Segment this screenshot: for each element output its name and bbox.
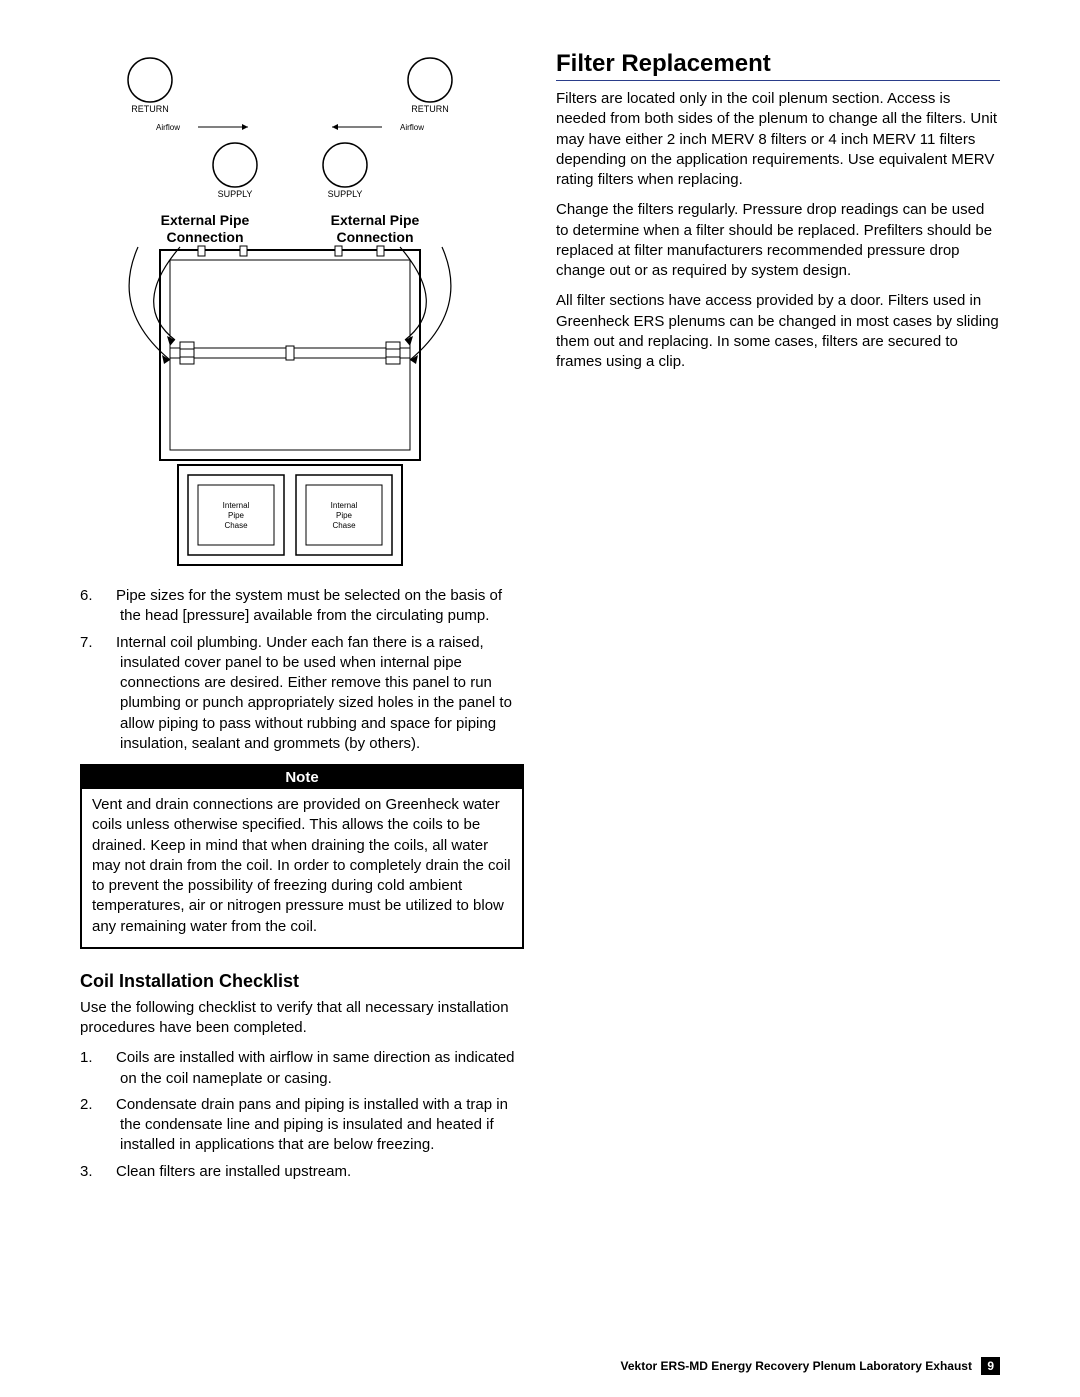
cl1-num: 1. [100, 1048, 116, 1068]
cl1-text: Coils are installed with airflow in same… [116, 1049, 515, 1086]
item6-text: Pipe sizes for the system must be select… [116, 587, 502, 624]
ipc-r3: Chase [332, 521, 356, 530]
note-body: Vent and drain connections are provided … [82, 789, 522, 947]
page-footer: Vektor ERS-MD Energy Recovery Plenum Lab… [621, 1357, 1000, 1375]
cl3-text: Clean filters are installed upstream. [116, 1163, 351, 1180]
list-item: 7.Internal coil plumbing. Under each fan… [100, 633, 524, 755]
footer-text: Vektor ERS-MD Energy Recovery Plenum Lab… [621, 1359, 972, 1373]
airflow-right: Airflow [400, 123, 424, 132]
ext-pipe-right-1: External Pipe [331, 212, 420, 228]
ext-pipe-left-2: Connection [167, 229, 244, 245]
checklist-title: Coil Installation Checklist [80, 971, 524, 992]
cl3-num: 3. [100, 1162, 116, 1182]
ext-pipe-right-2: Connection [337, 229, 414, 245]
return-label-right: RETURN [411, 104, 449, 114]
list-item: 6.Pipe sizes for the system must be sele… [100, 586, 524, 627]
left-column: RETURN RETURN Airflow Airflow SUPPLY SUP… [80, 50, 524, 1188]
supply-label-right: SUPPLY [328, 189, 363, 199]
airflow-left: Airflow [156, 123, 180, 132]
checklist-list: 1.Coils are installed with airflow in sa… [80, 1048, 524, 1182]
supply-label-left: SUPPLY [218, 189, 253, 199]
list-item: 3.Clean filters are installed upstream. [100, 1162, 524, 1182]
item7-text: Internal coil plumbing. Under each fan t… [116, 634, 512, 752]
item6-num: 6. [100, 586, 116, 606]
page-number: 9 [981, 1357, 1000, 1375]
right-column: Filter Replacement Filters are located o… [556, 50, 1000, 1188]
pipe-diagram: RETURN RETURN Airflow Airflow SUPPLY SUP… [80, 50, 524, 570]
item7-num: 7. [100, 633, 116, 653]
note-box: Note Vent and drain connections are prov… [80, 764, 524, 949]
ipc-l3: Chase [224, 521, 248, 530]
ipc-r1: Internal [331, 501, 358, 510]
numbered-list-67: 6.Pipe sizes for the system must be sele… [80, 586, 524, 754]
ipc-l1: Internal [223, 501, 250, 510]
list-item: 1.Coils are installed with airflow in sa… [100, 1048, 524, 1089]
cl2-num: 2. [100, 1095, 116, 1115]
ipc-r2: Pipe [336, 511, 353, 520]
return-label-left: RETURN [131, 104, 169, 114]
ext-pipe-left-1: External Pipe [161, 212, 250, 228]
note-heading: Note [82, 766, 522, 789]
cl2-text: Condensate drain pans and piping is inst… [116, 1096, 508, 1154]
filter-replacement-title: Filter Replacement [556, 50, 1000, 81]
ipc-l2: Pipe [228, 511, 245, 520]
filter-p3: All filter sections have access provided… [556, 291, 1000, 372]
list-item: 2.Condensate drain pans and piping is in… [100, 1095, 524, 1156]
filter-p1: Filters are located only in the coil ple… [556, 89, 1000, 190]
filter-p2: Change the filters regularly. Pressure d… [556, 200, 1000, 281]
checklist-intro: Use the following checklist to verify th… [80, 998, 524, 1039]
